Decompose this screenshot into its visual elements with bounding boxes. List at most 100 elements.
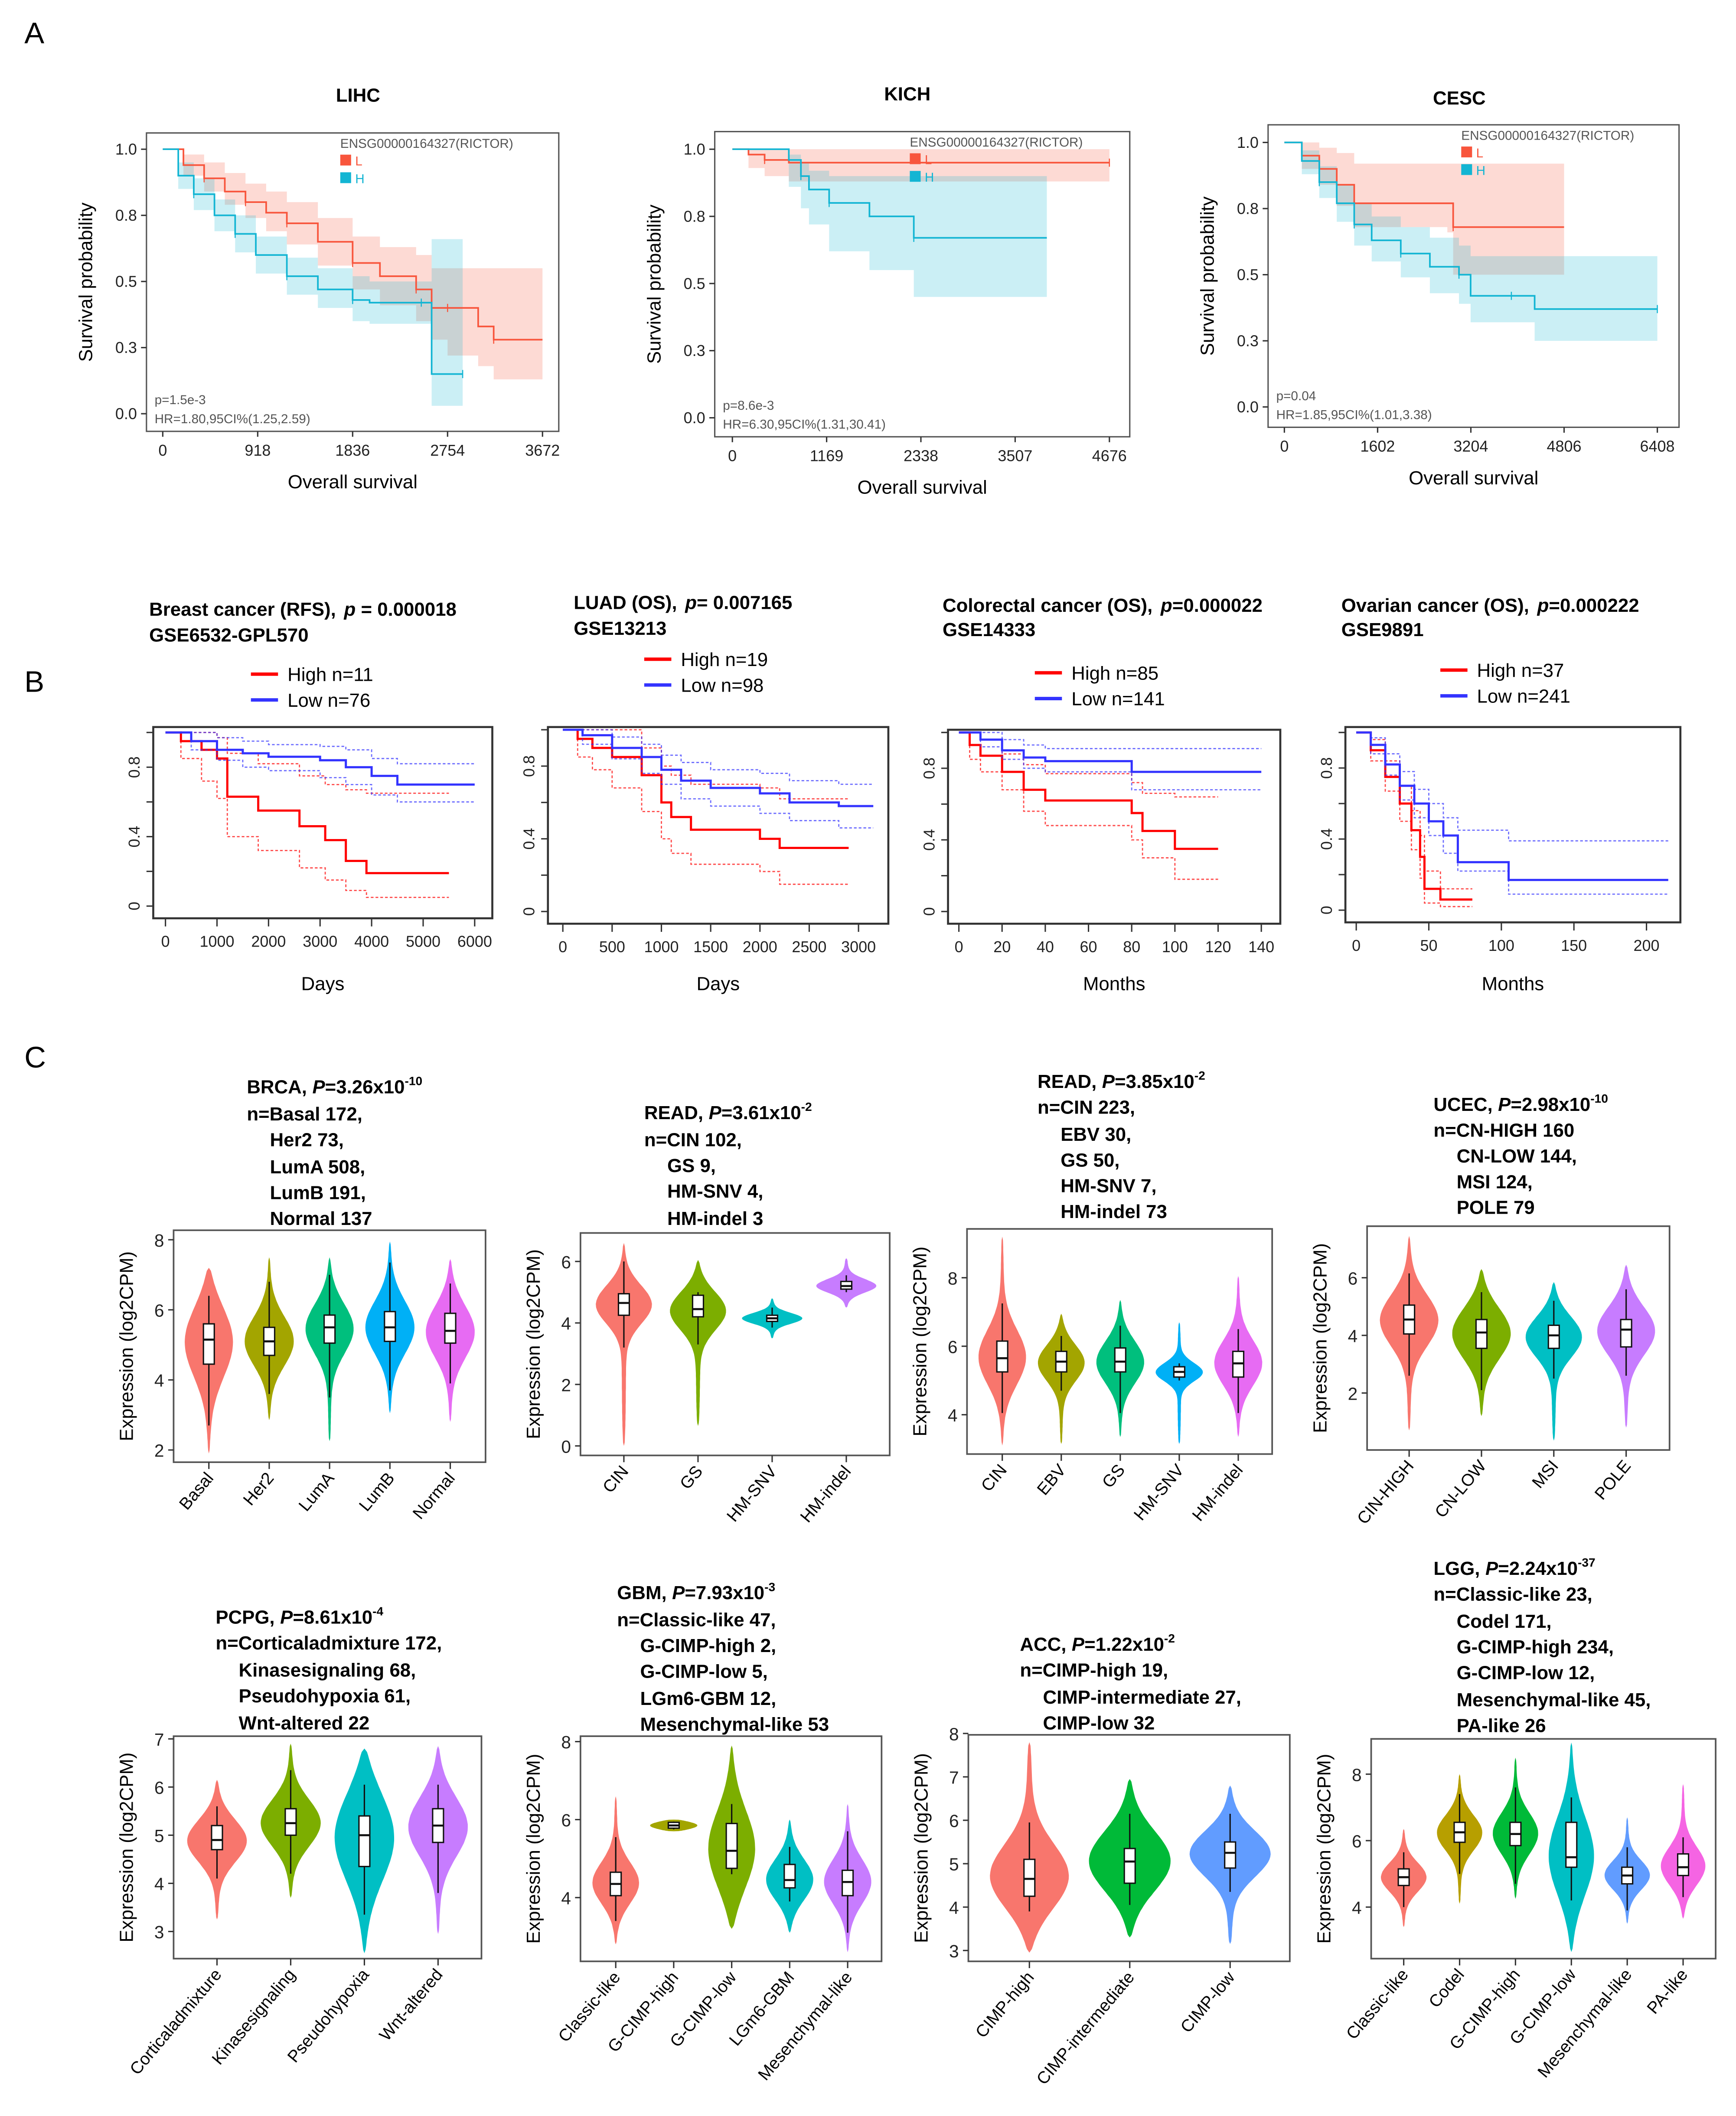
plot-frame [1370,1738,1716,1959]
y-axis-label: Expression (log2CPM) [523,1754,544,1944]
plot-title: UCEC, P=2.98x10-10 [1433,1092,1608,1115]
p-exponent: -2 [1194,1069,1205,1082]
p-value: =0.000022 [1172,595,1263,616]
legend-swatch-l [1461,146,1472,157]
x-tick-label: 5000 [406,932,441,950]
x-tick-label: 3672 [525,441,560,459]
y-tick-label: 0 [561,1437,571,1456]
y-tick-label: 6 [949,1811,959,1831]
y-tick-label: 0.8 [520,755,538,777]
p-exponent: -10 [405,1074,423,1088]
y-tick-label: 0.8 [115,206,137,224]
y-tick-label: 8 [949,1724,959,1744]
p-value-text: p=8.6e-3 [723,398,774,413]
y-tick-label: 0.0 [1237,398,1259,416]
km-plot-gse14333: Colorectal cancer (OS), p=0.000022 GSE1433… [920,595,1282,995]
legend-label-h: H [355,172,364,186]
legend-label-low: Low n=76 [287,690,370,711]
y-tick-label: 0.4 [1318,828,1335,850]
x-tick-label: 0 [1352,937,1361,954]
panel-label-b: B [24,665,44,698]
plot-title-name: ACC, [1020,1634,1066,1655]
plot-frame [1344,726,1682,924]
p-label: P [1498,1094,1511,1115]
p-label: P [1072,1634,1085,1655]
sample-size-line: G-CIMP-low 5, [640,1661,767,1682]
sample-size-line: PA-like 26 [1457,1715,1546,1737]
x-tick-label: 60 [1080,938,1097,956]
sample-size-line: Pseudohypoxia 61, [239,1685,411,1707]
p-label: P [709,1102,722,1123]
y-axis-label: Survival probability [643,205,665,364]
x-tick-label: 500 [599,938,625,956]
p-exponent: -10 [1590,1092,1608,1105]
x-tick-label: 2500 [792,938,826,956]
box-normal [444,1313,457,1344]
legend-title: ENSG00000164327(RICTOR) [910,135,1083,150]
legend-label-high: High n=11 [287,664,373,685]
y-tick-label: 0.8 [684,208,705,225]
sample-size-line: GS 9, [667,1155,716,1176]
sample-size-line: LumA 508, [270,1156,365,1178]
y-tick-label: 1.0 [1237,134,1259,151]
p-label: p [685,592,697,614]
y-tick-label: 6 [561,1810,571,1830]
plot-title-name: PCPG, [215,1607,274,1628]
p-value: = 0.007165 [697,592,792,614]
plot-title: Breast cancer (RFS), p = 0.000018 [149,599,457,620]
y-tick-label: 0 [125,902,143,911]
plot-title-name: READ, [1038,1071,1096,1092]
x-tick-label: 20 [993,938,1011,956]
legend-label-l: L [925,153,932,167]
violin-plot-brca-0: BRCA, P=3.26x10-10 n=Basal 172, Her2 73, Lum… [116,1074,486,1523]
survival-curve-low [563,728,874,807]
km-plot-gse9891: Ovarian cancer (OS), p=0.000222 GSE9891 Hig… [1318,595,1682,995]
violin-plot-read-2: READ, P=3.85x10-2 n=CIN 223, EBV 30, GS 50, H… [910,1069,1273,1525]
y-tick-label: 8 [154,1231,164,1251]
ci-upper-high [1356,731,1472,890]
plot-frame [152,726,493,920]
sample-size-line: n=CIMP-high 19, [1020,1659,1168,1681]
y-tick-label: 0.8 [1318,757,1335,779]
ci-band-h [1284,142,1658,341]
x-axis-label: Overall survival [1409,467,1538,489]
y-tick-label: 8 [1352,1765,1362,1785]
survival-curve-low [1356,731,1668,881]
x-tick-label: 2000 [743,938,777,956]
y-tick-label: 0.3 [1237,332,1259,350]
y-tick-label: 6 [1348,1268,1358,1288]
y-axis-label: Expression (log2CPM) [1314,1754,1335,1944]
y-tick-label: 0 [520,907,538,916]
x-tick-label: 120 [1205,938,1231,956]
survival-curve-high [165,731,449,875]
sample-size-line: CIMP-intermediate 27, [1043,1687,1241,1708]
plot-title-name: BRCA, [247,1076,307,1097]
sample-size-line: n=CIN 102, [644,1129,742,1150]
km-plot-gse6532-gpl570: Breast cancer (RFS), p = 0.000018 GSE6532-… [125,599,493,995]
sample-size-line: HM-SNV 7, [1061,1176,1156,1197]
legend-label-high: High n=85 [1071,663,1158,684]
plot-title: BRCA, P=3.26x10-10 [247,1074,422,1098]
y-axis-label: Expression (log2CPM) [523,1249,544,1439]
hazard-ratio-text: HR=1.85,95CI%(1.01,3.38) [1276,408,1432,422]
x-tick-label: 1000 [644,938,679,956]
x-tick-label: 40 [1037,938,1054,956]
p-value: = 0.000018 [356,599,457,620]
sample-size-line: Mesenchymal-like 45, [1457,1689,1651,1711]
p-value: =7.93x10 [685,1582,764,1603]
x-tick-label: 3000 [303,932,337,950]
sample-size-line: HM-SNV 4, [667,1181,763,1202]
y-tick-label: 0.5 [1237,266,1259,284]
sample-size-line: LGm6-GBM 12, [640,1688,776,1709]
sample-size-line: MSI 124, [1457,1171,1533,1192]
y-tick-label: 0.5 [684,274,705,292]
sample-size-line: POLE 79 [1457,1197,1535,1218]
x-tick-label: 0 [558,938,567,956]
box-cimp-intermediate [1123,1848,1136,1884]
x-axis-label: Days [696,973,740,995]
sample-size-line: HM-indel 3 [667,1208,763,1229]
dataset-id: GSE13213 [574,618,666,639]
x-tick-label: 2000 [251,932,286,950]
sample-size-line: G-CIMP-high 234, [1457,1636,1614,1658]
y-tick-label: 8 [948,1268,958,1288]
